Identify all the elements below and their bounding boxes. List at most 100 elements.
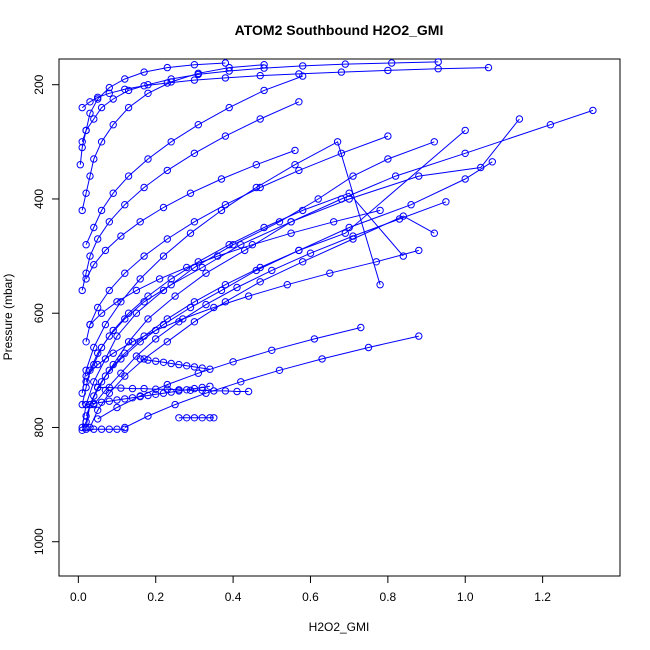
data-point xyxy=(124,103,133,112)
data-point xyxy=(341,60,349,68)
data-point xyxy=(357,323,365,332)
data-point xyxy=(117,232,125,240)
data-point xyxy=(186,189,195,197)
data-point xyxy=(97,103,106,112)
y-tick-label: 600 xyxy=(32,303,46,323)
data-point xyxy=(186,386,195,394)
data-point xyxy=(190,60,199,69)
data-point xyxy=(349,232,357,240)
data-point xyxy=(82,372,90,380)
x-tick-label: 0.0 xyxy=(70,590,87,604)
series-12 xyxy=(82,72,307,249)
data-point xyxy=(128,338,137,346)
series-24 xyxy=(82,425,129,433)
data-point xyxy=(337,149,346,158)
data-point xyxy=(206,382,214,390)
data-point xyxy=(82,418,90,426)
data-point xyxy=(82,400,90,409)
data-point xyxy=(163,63,172,72)
x-tick-label: 0.8 xyxy=(380,590,397,604)
series-line xyxy=(81,118,520,405)
data-point xyxy=(256,278,264,286)
series-line xyxy=(81,141,381,394)
data-point xyxy=(202,269,210,277)
data-point xyxy=(384,66,392,75)
data-point xyxy=(159,358,168,366)
data-point xyxy=(430,138,438,146)
data-point xyxy=(225,67,233,75)
data-point xyxy=(244,387,253,396)
data-point xyxy=(128,384,137,393)
data-point xyxy=(221,132,230,140)
data-point xyxy=(345,195,353,203)
data-point xyxy=(144,412,152,420)
data-point xyxy=(94,383,102,392)
data-point xyxy=(229,358,237,366)
data-point xyxy=(310,335,319,343)
x-tick-label: 0.2 xyxy=(147,590,164,604)
data-point xyxy=(97,398,106,406)
data-point xyxy=(78,286,86,295)
series-9 xyxy=(90,198,450,409)
data-point xyxy=(233,283,241,292)
data-point xyxy=(190,363,199,371)
series-line xyxy=(81,141,435,428)
data-point xyxy=(152,385,160,393)
data-point xyxy=(372,258,380,266)
data-point xyxy=(546,121,555,129)
data-point xyxy=(90,399,98,408)
y-axis-label: Pressure (mbar) xyxy=(1,274,15,361)
data-point xyxy=(94,360,102,369)
series-17 xyxy=(94,323,365,423)
data-point xyxy=(388,59,396,67)
data-point xyxy=(190,76,199,84)
data-point xyxy=(434,65,442,73)
data-point xyxy=(109,95,117,103)
data-point xyxy=(415,246,423,255)
data-point xyxy=(260,86,268,95)
data-point xyxy=(461,126,469,135)
series-20 xyxy=(82,146,299,283)
data-point xyxy=(183,263,191,272)
data-point xyxy=(140,82,148,90)
data-point xyxy=(140,384,148,393)
data-point xyxy=(190,149,199,158)
data-point xyxy=(217,175,226,183)
data-point xyxy=(299,258,307,266)
data-point xyxy=(152,357,160,365)
data-point xyxy=(225,103,233,112)
data-point xyxy=(190,298,199,306)
data-point xyxy=(121,85,129,94)
data-point xyxy=(86,98,94,106)
data-point xyxy=(136,355,144,363)
data-point xyxy=(210,303,218,312)
series-line xyxy=(140,358,210,370)
data-point xyxy=(82,378,90,386)
data-point xyxy=(117,355,125,363)
data-point xyxy=(78,143,86,152)
data-point xyxy=(113,425,121,433)
series-line xyxy=(81,61,439,142)
data-point xyxy=(183,386,191,394)
plot-area xyxy=(76,58,597,434)
data-point xyxy=(152,390,160,398)
data-point xyxy=(76,161,85,169)
data-point xyxy=(101,355,110,363)
data-point xyxy=(144,292,152,300)
data-point xyxy=(86,252,94,260)
data-point xyxy=(124,309,133,317)
data-point xyxy=(221,281,230,289)
data-point xyxy=(295,166,303,175)
data-point xyxy=(109,326,117,335)
data-point xyxy=(124,86,133,95)
data-point xyxy=(326,269,334,277)
data-point xyxy=(206,414,214,422)
data-point xyxy=(225,241,233,249)
data-point xyxy=(94,303,102,312)
data-point xyxy=(167,275,175,283)
data-point xyxy=(194,70,203,79)
data-point xyxy=(155,275,164,283)
data-point xyxy=(163,380,172,389)
x-tick-label: 1.2 xyxy=(534,590,551,604)
